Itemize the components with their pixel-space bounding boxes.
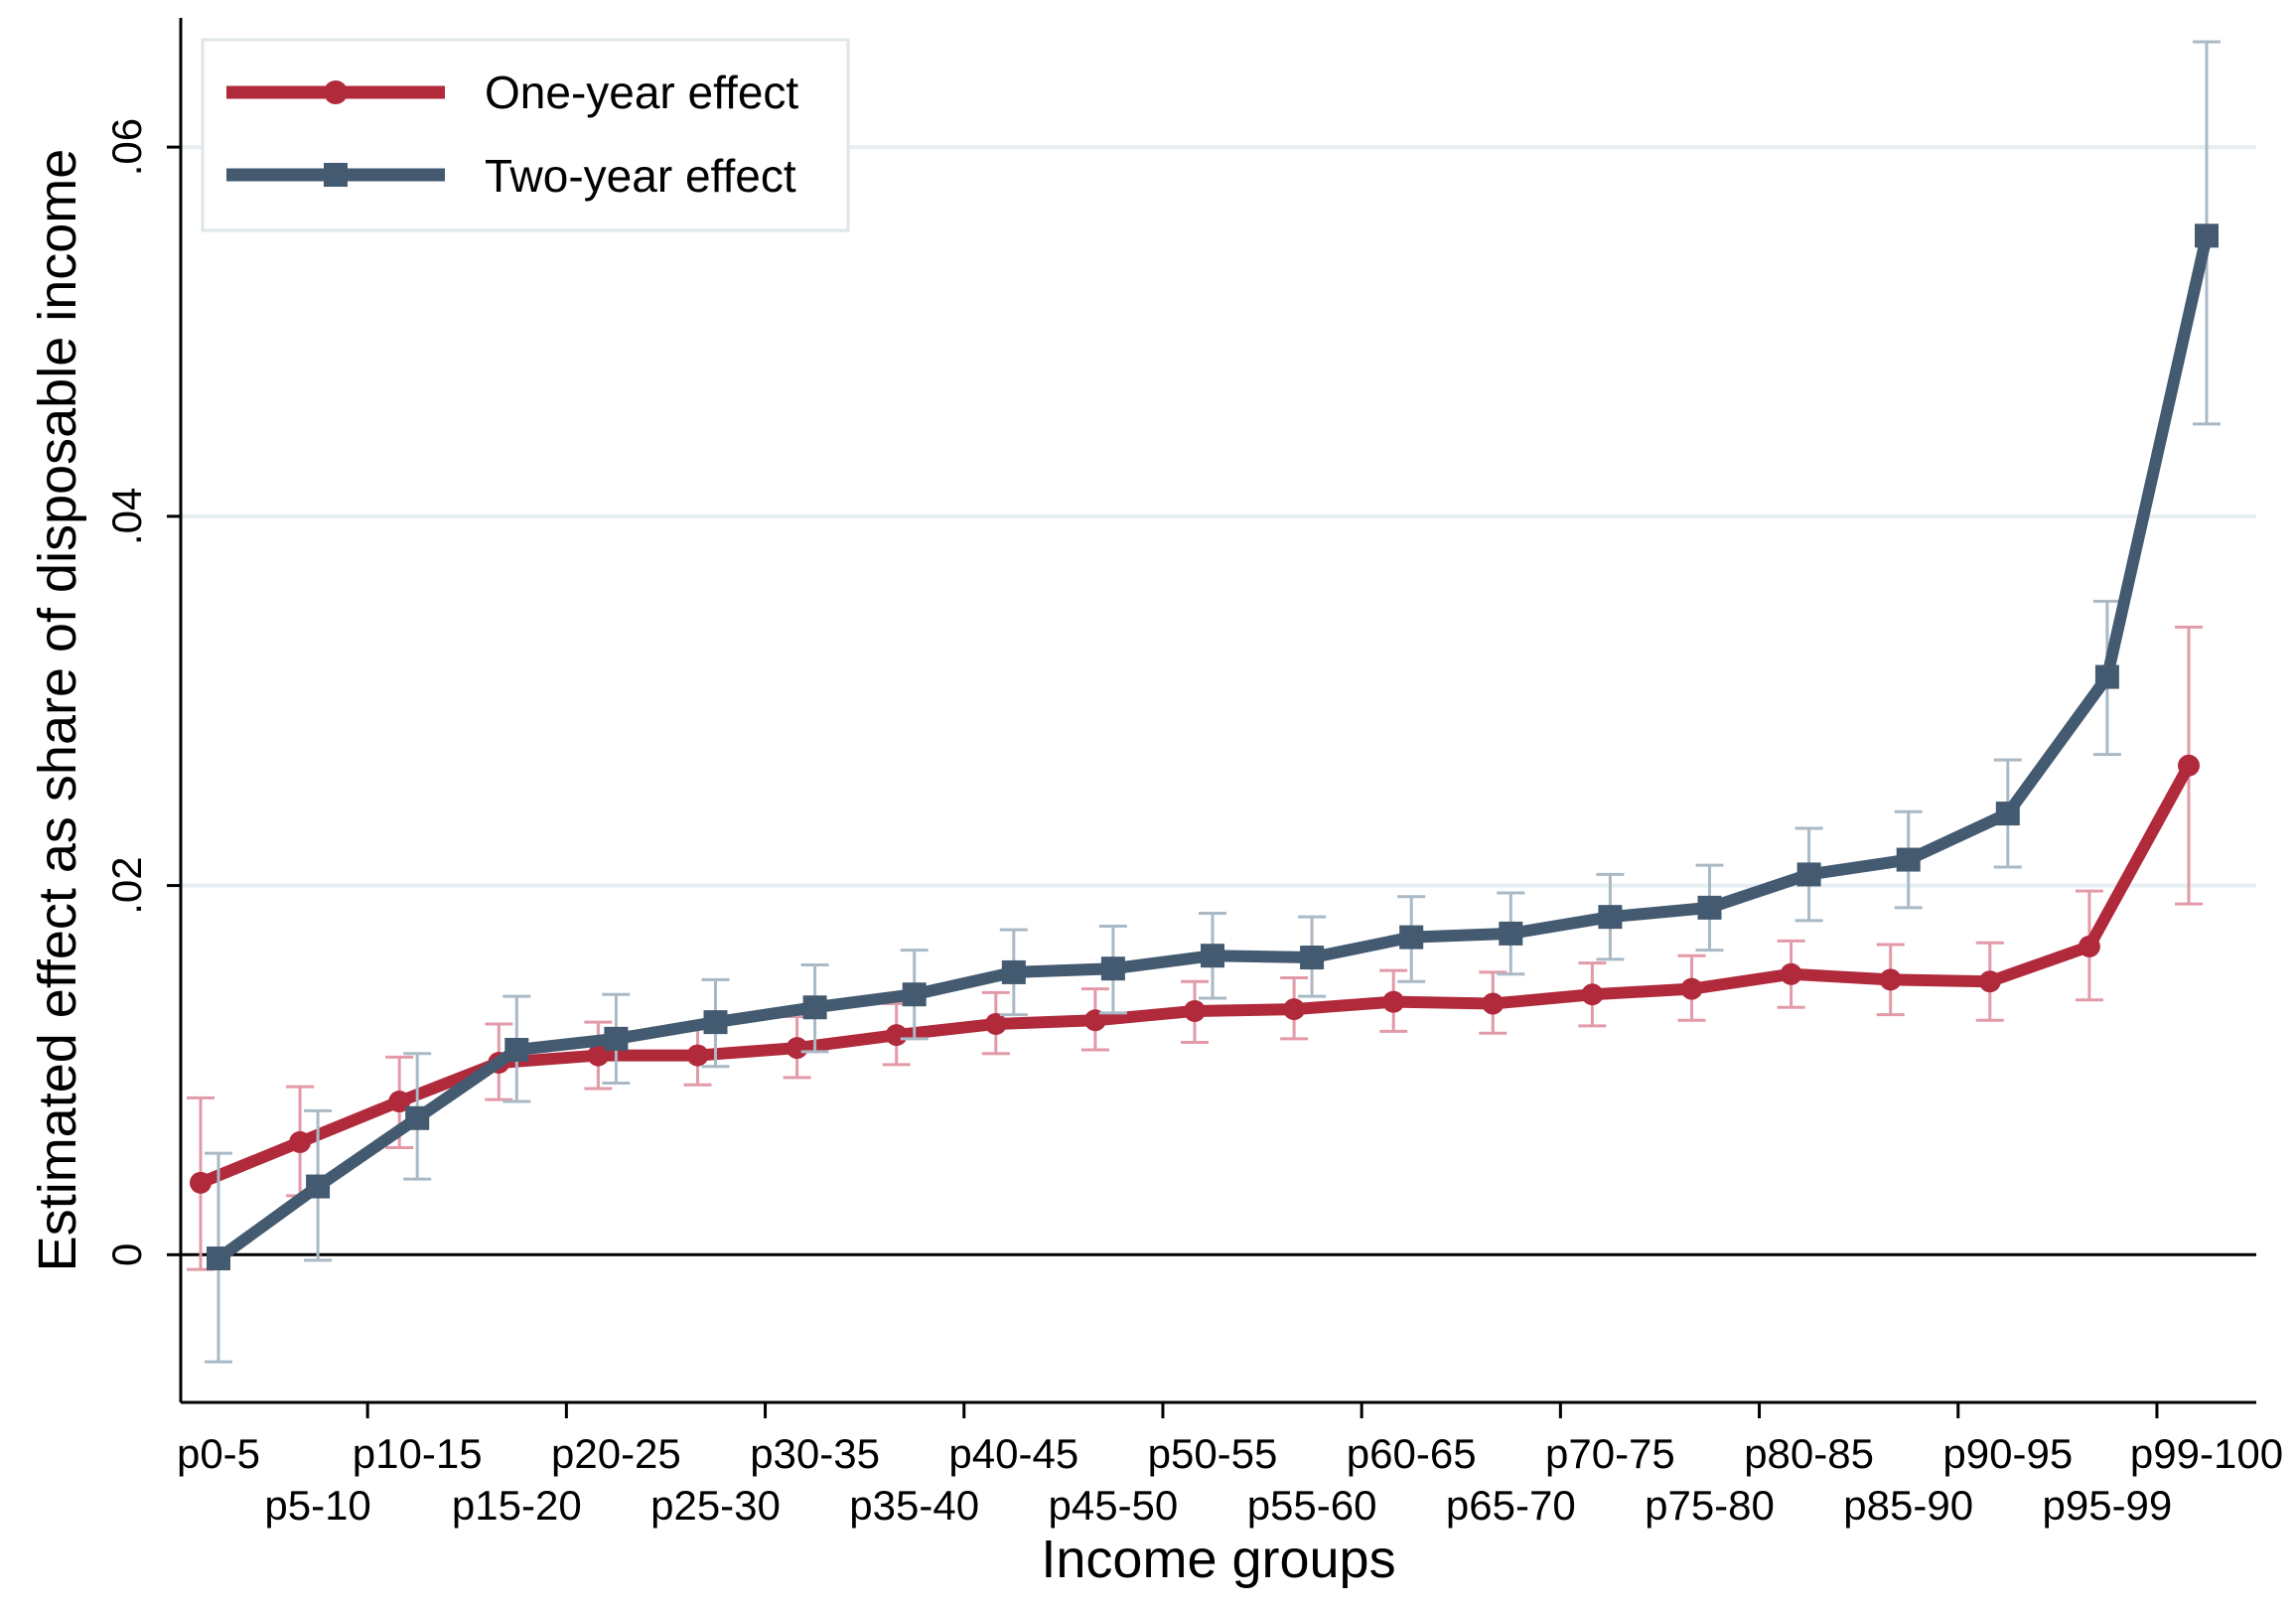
- y-tick-label: .02: [103, 856, 150, 914]
- data-point: [1796, 862, 1821, 887]
- data-point: [686, 1044, 709, 1067]
- legend-label-one-year: One-year effect: [485, 67, 798, 118]
- data-point: [1100, 956, 1125, 981]
- x-tick-label: p10-15: [353, 1430, 483, 1477]
- x-ticks: p0-5p5-10 p10-15 p15-20 p20-25 p25-30 p30-35 p…: [177, 1402, 2283, 1529]
- data-point: [1083, 1009, 1106, 1032]
- x-tick-label: p99-100: [2130, 1430, 2283, 1477]
- data-point: [1680, 977, 1703, 1000]
- data-point: [190, 1171, 212, 1194]
- x-tick-label: p50-55: [1148, 1430, 1278, 1477]
- y-tick-label: .06: [103, 118, 150, 176]
- axes: [179, 18, 2256, 1404]
- data-point: [902, 982, 927, 1007]
- x-tick-label: p25-30: [650, 1482, 781, 1529]
- y-ticks: 0 .02 .04 .06: [103, 118, 181, 1266]
- x-tick-label: p15-20: [452, 1482, 582, 1529]
- x-tick-label: p20-25: [551, 1430, 681, 1477]
- data-point: [1201, 944, 1224, 968]
- y-tick-label: 0: [103, 1244, 150, 1266]
- x-tick-label: p30-35: [750, 1430, 880, 1477]
- series-one-year: [187, 625, 2203, 1271]
- data-point: [1598, 905, 1623, 930]
- data-point: [1001, 959, 1026, 984]
- data-point: [885, 1024, 908, 1047]
- data-point: [2195, 223, 2219, 248]
- data-point: [703, 1010, 728, 1035]
- series-two-year: [205, 40, 2221, 1364]
- data-point: [405, 1105, 430, 1130]
- data-point: [1499, 921, 1523, 946]
- data-point: [2178, 754, 2200, 777]
- x-tick-label: p80-85: [1744, 1430, 1874, 1477]
- data-point: [587, 1044, 610, 1067]
- legend-box: [201, 38, 850, 232]
- data-point: [1283, 998, 1306, 1021]
- data-point: [1978, 970, 2001, 993]
- x-tick-label: p60-65: [1347, 1430, 1477, 1477]
- data-point: [289, 1130, 312, 1153]
- x-tick-label: p40-45: [948, 1430, 1078, 1477]
- x-tick-label: p35-40: [849, 1482, 979, 1529]
- data-point: [207, 1246, 230, 1271]
- legend-label-two-year: Two-year effect: [485, 150, 796, 202]
- data-point: [984, 1012, 1007, 1035]
- data-point: [1995, 802, 2020, 826]
- x-axis-label: Income groups: [1041, 1530, 1395, 1589]
- x-tick-label: p65-70: [1446, 1482, 1576, 1529]
- data-point: [1300, 946, 1325, 970]
- data-point: [1382, 990, 1405, 1013]
- series: [187, 40, 2221, 1364]
- y-tick-label: .04: [103, 488, 150, 545]
- data-point: [504, 1037, 529, 1062]
- legend-entry-two-year: Two-year effect: [226, 150, 796, 202]
- data-point: [2078, 935, 2100, 957]
- data-point: [2094, 664, 2119, 689]
- legend-marker-one-year: [324, 80, 348, 104]
- data-point: [1482, 992, 1505, 1015]
- x-tick-label: p85-90: [1843, 1482, 1973, 1529]
- data-point: [802, 995, 827, 1020]
- gridlines: [181, 145, 2256, 888]
- data-point: [1780, 962, 1802, 985]
- x-tick-label: p45-50: [1049, 1482, 1179, 1529]
- data-point: [388, 1091, 411, 1113]
- x-tick-label: p5-10: [264, 1482, 370, 1529]
- data-point: [1697, 895, 1722, 920]
- data-point: [1399, 925, 1424, 950]
- data-point: [306, 1174, 331, 1199]
- x-tick-label: p55-60: [1247, 1482, 1377, 1529]
- x-tick-label: p75-80: [1645, 1482, 1775, 1529]
- data-point: [1581, 983, 1604, 1006]
- data-point: [1879, 968, 1902, 991]
- data-point: [1896, 847, 1921, 872]
- x-tick-label: p95-99: [2043, 1482, 2173, 1529]
- data-point: [604, 1026, 629, 1051]
- legend-entry-one-year: One-year effect: [226, 67, 798, 118]
- legend-marker-two-year: [324, 163, 348, 187]
- x-tick-label: p0-5: [177, 1430, 260, 1477]
- legend: One-year effect Two-year effect: [201, 38, 850, 232]
- y-axis-label: Estimated effect as share of disposable …: [28, 149, 87, 1272]
- x-tick-label: p90-95: [1942, 1430, 2073, 1477]
- data-point: [786, 1037, 808, 1060]
- series-line: [215, 234, 2213, 1263]
- data-point: [1184, 999, 1206, 1022]
- x-tick-label: p70-75: [1545, 1430, 1675, 1477]
